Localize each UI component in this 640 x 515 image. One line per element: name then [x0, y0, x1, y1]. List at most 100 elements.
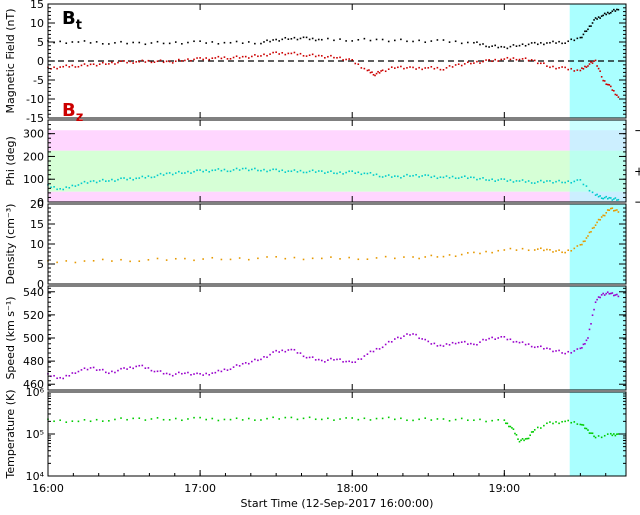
data-point-speed	[558, 349, 560, 352]
data-point-temperature	[506, 422, 509, 425]
data-point-bt	[144, 43, 147, 46]
data-point-speed	[588, 328, 591, 331]
data-point-bz	[579, 69, 582, 72]
data-point-speed	[178, 371, 180, 374]
y-tick-label: 0	[37, 278, 44, 291]
data-point-density	[570, 250, 573, 252]
data-point-bt	[351, 40, 354, 42]
data-point-bz	[433, 67, 436, 70]
data-point-density	[229, 258, 232, 261]
data-point-temperature	[585, 427, 588, 430]
data-point-bt	[608, 12, 611, 15]
data-point-phi	[120, 177, 122, 180]
data-point-speed	[613, 294, 615, 297]
data-point-temperature	[582, 424, 585, 426]
data-point-temperature	[521, 438, 524, 440]
data-point-density	[418, 257, 420, 260]
y-tick-label: 520	[23, 309, 44, 322]
data-point-temperature	[272, 416, 274, 419]
data-point-density	[584, 240, 586, 242]
data-point-density	[129, 260, 131, 263]
data-point-temperature	[512, 428, 515, 430]
data-point-bz	[244, 55, 247, 58]
data-point-bz	[223, 56, 226, 58]
data-point-temperature	[594, 436, 597, 439]
data-point-bz	[555, 67, 557, 70]
data-point-phi	[101, 178, 104, 181]
data-point-phi	[68, 186, 71, 189]
data-point-bz	[138, 60, 141, 63]
data-point-bt	[617, 8, 620, 11]
data-point-bz	[284, 53, 287, 56]
data-point-density	[293, 256, 296, 259]
data-point-phi	[330, 170, 332, 172]
data-point-bz	[585, 66, 588, 68]
data-point-bz	[77, 65, 80, 68]
data-point-bt	[168, 42, 171, 45]
data-point-speed	[241, 362, 244, 365]
data-point-temperature	[555, 421, 557, 423]
data-point-speed	[56, 377, 58, 380]
data-point-speed	[445, 343, 448, 345]
data-point-bz	[314, 55, 317, 58]
data-point-bt	[561, 42, 563, 45]
data-point-density	[284, 257, 287, 260]
data-point-temperature	[108, 420, 110, 422]
data-point-temperature	[412, 419, 414, 422]
data-point-speed	[418, 337, 420, 340]
data-point-temperature	[65, 421, 68, 424]
data-point-speed	[457, 341, 460, 344]
data-point-speed	[339, 358, 341, 360]
data-point-bz	[488, 59, 490, 61]
data-point-temperature	[156, 417, 159, 419]
data-point-temperature	[363, 417, 366, 420]
data-point-bz	[467, 61, 469, 64]
data-point-temperature	[533, 429, 536, 431]
data-point-bt	[339, 38, 341, 40]
data-point-bz	[460, 64, 463, 67]
data-point-speed	[135, 365, 138, 368]
data-point-phi	[108, 180, 110, 182]
data-point-phi	[616, 199, 618, 201]
data-point-temperature	[524, 438, 527, 440]
data-point-speed	[217, 369, 220, 372]
data-point-phi	[573, 180, 576, 183]
data-point-temperature	[454, 418, 457, 421]
data-point-phi	[482, 177, 484, 179]
data-point-bz	[293, 51, 296, 54]
data-point-phi	[549, 180, 551, 182]
data-point-temperature	[536, 426, 539, 429]
data-point-density	[588, 231, 591, 234]
data-point-bt	[314, 39, 317, 42]
data-point-bz	[89, 63, 92, 66]
data-point-temperature	[174, 417, 177, 420]
data-point-density	[600, 216, 603, 218]
data-point-speed	[614, 294, 617, 296]
data-point-bz	[540, 62, 542, 65]
data-point-temperature	[558, 422, 560, 425]
data-point-speed	[117, 369, 119, 372]
data-point-phi	[196, 169, 198, 172]
data-point-temperature	[503, 419, 506, 421]
data-point-speed	[497, 337, 500, 339]
data-point-speed	[454, 342, 457, 345]
data-point-bz	[174, 60, 177, 63]
data-point-temperature	[95, 418, 98, 421]
data-point-bz	[387, 68, 390, 71]
data-point-speed	[86, 368, 89, 371]
data-point-density	[597, 218, 600, 221]
data-point-phi	[415, 173, 417, 176]
data-point-phi	[418, 176, 420, 178]
data-point-speed	[345, 360, 347, 363]
data-point-density	[596, 221, 598, 224]
data-point-speed	[485, 339, 487, 341]
data-point-bz	[360, 67, 363, 69]
data-point-phi	[193, 170, 195, 173]
data-point-bt	[567, 40, 569, 43]
y-tick-label: 5	[37, 36, 44, 49]
data-point-bt	[302, 36, 305, 39]
data-point-bt	[193, 40, 195, 43]
data-point-bz	[156, 60, 159, 63]
data-point-phi	[181, 172, 183, 175]
data-point-temperature	[357, 418, 360, 421]
